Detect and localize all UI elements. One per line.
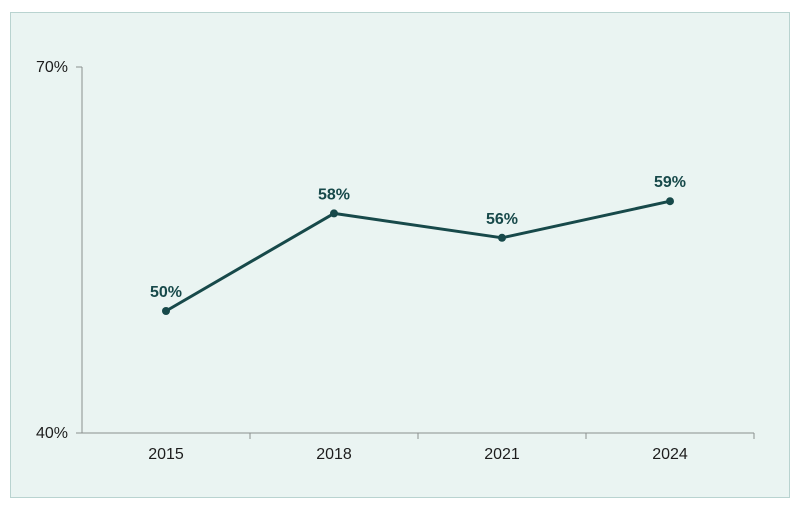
x-tick-label: 2015 [148,446,184,463]
data-label: 58% [318,186,350,203]
y-tick-label: 40% [36,425,68,442]
data-point [330,209,338,218]
series-line [164,199,672,313]
data-point [498,233,506,242]
data-label: 50% [150,284,182,301]
axes: 70% 40% 2015 2018 2021 2024 [36,59,755,463]
data-label: 56% [486,211,518,228]
y-tick-label: 70% [36,59,68,76]
data-point [162,307,170,315]
x-tick-label: 2018 [316,446,352,463]
x-tick-label: 2021 [484,446,520,463]
data-label: 59% [654,174,686,191]
data-point [666,197,674,206]
x-tick-label: 2024 [652,446,688,463]
series-group: 50% 58% 56% 59% [150,174,686,315]
chart-frame [10,12,790,498]
